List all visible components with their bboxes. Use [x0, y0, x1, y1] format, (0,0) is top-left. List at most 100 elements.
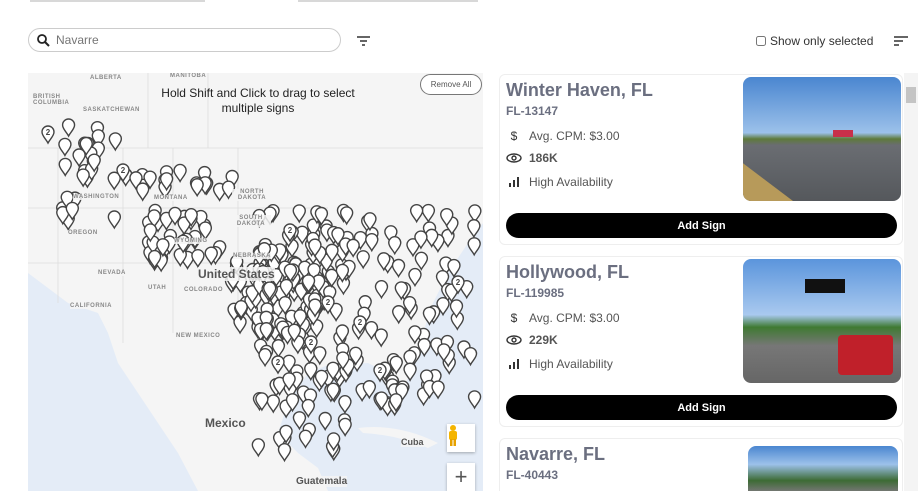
sign-marker[interactable] [336, 351, 350, 371]
sign-marker[interactable] [129, 171, 143, 191]
filter-icon[interactable] [357, 36, 370, 46]
sign-marker[interactable]: 2 [304, 335, 318, 355]
sign-marker[interactable] [435, 269, 450, 290]
sign-marker[interactable] [440, 207, 454, 228]
map[interactable]: 2 2 2 2 2 2 2 2 2 BRITISH COLUMBIA ALBERTA MANIT… [28, 73, 483, 491]
sign-marker[interactable] [389, 393, 403, 413]
tab-2[interactable] [298, 0, 478, 2]
sign-marker[interactable] [362, 380, 377, 400]
sign-marker[interactable] [422, 306, 437, 326]
sign-marker[interactable] [402, 295, 417, 316]
sign-marker[interactable] [311, 274, 326, 294]
sign-marker[interactable] [143, 223, 158, 243]
sign-marker[interactable] [468, 204, 482, 224]
sign-marker[interactable] [403, 349, 417, 370]
sign-marker[interactable] [467, 219, 481, 239]
sign-marker[interactable] [107, 210, 122, 230]
sign-marker[interactable] [338, 394, 352, 415]
sign-marker[interactable] [283, 263, 298, 283]
sign-marker[interactable] [301, 398, 315, 419]
sign-marker[interactable] [259, 322, 274, 342]
sign-marker[interactable] [364, 321, 379, 341]
sign-marker[interactable] [56, 205, 70, 226]
sign-marker[interactable] [338, 417, 352, 437]
sign-marker[interactable] [266, 394, 281, 414]
sign-marker[interactable] [374, 280, 389, 300]
sign-marker[interactable] [107, 171, 121, 191]
sign-marker[interactable] [326, 432, 341, 452]
sign-photo[interactable] [743, 77, 901, 201]
remove-all-button[interactable]: Remove All [420, 74, 482, 95]
sign-marker[interactable] [184, 208, 198, 228]
sign-marker[interactable] [421, 203, 436, 224]
sign-marker[interactable] [424, 228, 439, 248]
sign-marker[interactable] [308, 238, 322, 258]
sign-marker[interactable] [304, 361, 318, 382]
search-input[interactable] [56, 33, 316, 47]
sign-marker[interactable] [308, 298, 322, 318]
sign-marker[interactable] [87, 153, 101, 173]
sign-marker[interactable] [277, 442, 292, 463]
sign-marker[interactable] [272, 376, 287, 396]
sign-marker[interactable]: 2 [271, 355, 285, 375]
sign-marker[interactable] [414, 230, 428, 250]
sign-marker[interactable] [143, 170, 157, 190]
sign-marker[interactable] [339, 206, 354, 226]
sign-marker[interactable] [365, 232, 379, 253]
sign-marker[interactable] [447, 258, 461, 279]
sign-marker[interactable] [135, 182, 150, 202]
sign-marker[interactable] [449, 299, 464, 319]
sign-marker[interactable] [282, 354, 296, 374]
sign-marker[interactable] [251, 438, 266, 458]
sign-marker[interactable] [392, 305, 406, 325]
sign-marker[interactable] [356, 250, 370, 270]
street-view-pegman-button[interactable] [447, 424, 475, 452]
sign-marker[interactable] [108, 132, 123, 152]
sign-marker[interactable] [403, 362, 417, 382]
sign-marker[interactable]: 2 [283, 223, 297, 243]
sign-card[interactable]: Hollywood, FL FL-119985 $ Avg. CPM: $3.00… [499, 256, 903, 427]
sign-marker[interactable] [271, 339, 286, 359]
sign-marker[interactable] [58, 157, 72, 177]
sign-marker[interactable] [388, 236, 402, 256]
sign-marker[interactable] [295, 225, 309, 245]
sign-card[interactable]: Winter Haven, FL FL-13147 $ Avg. CPM: $3.… [499, 74, 903, 245]
sign-marker[interactable] [159, 172, 174, 192]
sign-marker[interactable] [298, 429, 313, 449]
sign-marker[interactable] [313, 346, 327, 366]
sign-photo[interactable] [748, 446, 898, 491]
sign-marker[interactable] [292, 411, 307, 431]
sign-marker[interactable] [325, 243, 339, 263]
sign-marker[interactable] [204, 246, 218, 266]
sign-marker[interactable] [255, 392, 269, 412]
sign-marker[interactable] [408, 267, 422, 288]
sign-marker[interactable] [173, 163, 187, 184]
sign-marker[interactable] [282, 372, 296, 392]
sign-marker[interactable] [279, 424, 293, 444]
list-scrollbar[interactable] [904, 73, 918, 491]
sign-marker[interactable] [258, 348, 272, 368]
tab-1[interactable] [30, 0, 205, 2]
sign-marker[interactable] [377, 252, 391, 272]
sign-marker[interactable] [301, 274, 316, 294]
sign-marker[interactable] [335, 263, 350, 283]
sign-marker[interactable] [314, 206, 329, 227]
sign-marker[interactable]: 2 [116, 163, 130, 183]
show-only-selected-checkbox[interactable] [756, 36, 766, 46]
sort-icon[interactable] [894, 36, 908, 46]
sign-marker[interactable] [259, 310, 273, 330]
sign-marker[interactable] [76, 168, 90, 188]
sign-marker[interactable] [168, 206, 182, 227]
sign-marker[interactable] [346, 238, 360, 258]
sign-marker[interactable]: 2 [41, 125, 55, 145]
sign-marker[interactable] [325, 268, 339, 288]
sign-marker[interactable] [374, 328, 388, 348]
sign-marker[interactable] [467, 390, 482, 410]
sign-marker[interactable] [394, 281, 409, 301]
sign-marker[interactable] [391, 258, 406, 279]
sign-marker[interactable] [156, 238, 170, 258]
sign-photo[interactable] [743, 259, 901, 383]
sign-marker[interactable] [147, 209, 161, 229]
sign-marker[interactable] [72, 148, 86, 168]
sign-marker[interactable] [262, 281, 277, 301]
